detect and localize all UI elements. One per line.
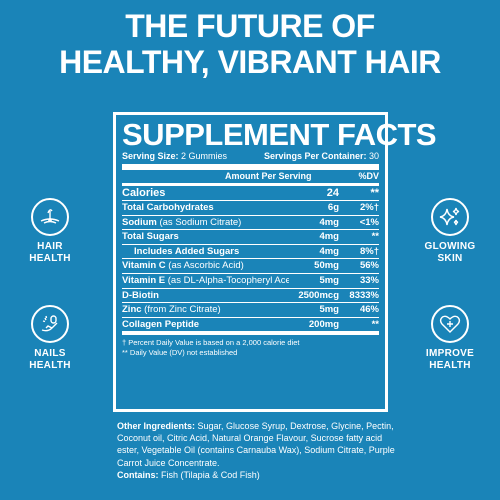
sparkles-icon bbox=[431, 198, 469, 236]
nutrient-label: Total Carbohydrates bbox=[122, 202, 214, 213]
nutrient-label: Vitamin C bbox=[122, 260, 166, 272]
nutrient-label: Collagen Peptide bbox=[122, 318, 200, 330]
nutrient-label: Calories bbox=[122, 187, 166, 199]
facts-row: D-Biotin 2500mcg 8333% bbox=[122, 289, 379, 304]
facts-rows: Calories 24 ** Total Carbohydrates 6g 2%† Sodi… bbox=[122, 186, 379, 336]
nutrient-amount: 5mg bbox=[319, 274, 339, 286]
nutrient-amount: 50mg bbox=[314, 260, 339, 272]
headline-line-2: HEALTHY, VIBRANT HAIR bbox=[59, 44, 441, 80]
headline: THE FUTURE OF HEALTHY, VIBRANT HAIR bbox=[0, 8, 500, 80]
ingredients-block: Other Ingredients: Sugar, Glucose Syrup,… bbox=[117, 420, 397, 481]
contains-label: Contains: bbox=[117, 469, 159, 480]
badge-label-line-1: IMPROVE bbox=[425, 348, 475, 359]
nutrient-amount: 200mg bbox=[308, 318, 339, 330]
facts-row: Total Carbohydrates 6g 2%† bbox=[122, 201, 379, 216]
nutrient-dv: 33% bbox=[359, 274, 379, 286]
facts-row: Calories 24 ** bbox=[122, 186, 379, 201]
other-ingredients-label: Other Ingredients: bbox=[117, 421, 196, 431]
badge-label-line-1: GLOWING bbox=[424, 241, 476, 252]
nutrient-source: (as Ascorbic Acid) bbox=[168, 260, 244, 272]
nutrient-dv: ** bbox=[370, 187, 379, 199]
footnote-2: ** Daily Value (DV) not established bbox=[122, 347, 238, 357]
nutrient-name: Collagen Peptide bbox=[122, 318, 289, 332]
nutrient-dv: 8%† bbox=[359, 245, 379, 257]
facts-row: Collagen Peptide 200mg ** bbox=[122, 318, 379, 336]
nutrient-name: Total Carbohydrates bbox=[122, 201, 289, 215]
nutrient-source: (as DL-Alpha-Tocopheryl Acetate) bbox=[167, 274, 289, 286]
nutrient-name: Total Sugars bbox=[122, 230, 289, 244]
nutrient-amount: 4mg bbox=[319, 245, 339, 257]
facts-row: Vitamin E (as DL-Alpha-Tocopheryl Acetat… bbox=[122, 274, 379, 289]
badge-label-line-2: HEALTH bbox=[29, 360, 71, 371]
nutrient-dv: 8333% bbox=[349, 289, 379, 301]
nail-hand-icon bbox=[31, 305, 69, 343]
nutrient-name: Calories bbox=[122, 186, 289, 200]
facts-row: Vitamin C (as Ascorbic Acid) 50mg 56% bbox=[122, 259, 379, 274]
nutrient-name: D-Biotin bbox=[122, 289, 289, 303]
heart-plus-icon bbox=[431, 305, 469, 343]
nutrient-name: Vitamin E (as DL-Alpha-Tocopheryl Acetat… bbox=[122, 274, 289, 288]
footnote-1: † Percent Daily Value is based on a 2,00… bbox=[122, 338, 300, 348]
nutrient-amount: 4mg bbox=[319, 216, 339, 228]
nutrient-amount: 6g bbox=[327, 202, 339, 213]
nutrient-dv: ** bbox=[371, 231, 379, 243]
nutrient-dv: 46% bbox=[359, 304, 379, 316]
badge-glowing-skin: GLOWING SKIN bbox=[400, 198, 500, 265]
nutrient-source: (as Sodium Citrate) bbox=[159, 216, 242, 228]
badge-label-line-2: SKIN bbox=[437, 253, 463, 264]
badge-nails-health: NAILS HEALTH bbox=[0, 305, 100, 372]
nutrient-name: Vitamin C (as Ascorbic Acid) bbox=[122, 259, 289, 273]
nutrient-name: Zinc (from Zinc Citrate) bbox=[122, 303, 289, 317]
nutrient-label: Total Sugars bbox=[122, 231, 179, 243]
facts-header: Amount Per Serving %DV bbox=[122, 170, 379, 186]
nutrient-dv: ** bbox=[371, 318, 379, 330]
contains-text: Fish (Tilapia & Cod Fish) bbox=[161, 469, 260, 480]
nutrient-label: Zinc bbox=[122, 304, 142, 316]
headline-line-1: THE FUTURE OF bbox=[125, 8, 375, 44]
badge-label-line-1: NAILS bbox=[34, 348, 66, 359]
servings-per-container-label: Servings Per Container: bbox=[263, 151, 367, 161]
facts-title: SUPPLEMENT FACTS bbox=[122, 117, 437, 152]
servings-per-container-value: 30 bbox=[368, 151, 379, 161]
serving-size-label: Serving Size: bbox=[122, 151, 179, 161]
facts-row: Sodium (as Sodium Citrate) 4mg <1% bbox=[122, 216, 379, 231]
dv-header: %DV bbox=[358, 171, 379, 181]
nutrient-dv: 2%† bbox=[359, 202, 379, 213]
other-ingredients-text: Sugar, Glucose Syrup, Dextrose, Glycine,… bbox=[117, 421, 395, 468]
nutrient-amount: 24 bbox=[326, 187, 339, 199]
badge-label-line-1: HAIR bbox=[37, 241, 63, 252]
other-ingredients: Other Ingredients: Sugar, Glucose Syrup,… bbox=[117, 420, 397, 469]
contains: Contains: Fish (Tilapia & Cod Fish) bbox=[117, 469, 397, 481]
nutrient-name: Sodium (as Sodium Citrate) bbox=[122, 216, 289, 230]
facts-row: Total Sugars 4mg ** bbox=[122, 230, 379, 245]
facts-row: Includes Added Sugars 4mg 8%† bbox=[122, 245, 379, 260]
nutrient-amount: 4mg bbox=[319, 231, 339, 243]
badge-improve-health: IMPROVE HEALTH bbox=[400, 305, 500, 372]
nutrient-dv: <1% bbox=[359, 216, 379, 228]
nutrient-amount: 5mg bbox=[319, 304, 339, 316]
nutrient-source: (from Zinc Citrate) bbox=[144, 304, 221, 316]
nutrient-amount: 2500mcg bbox=[298, 289, 339, 301]
badge-hair-health: HAIR HEALTH bbox=[0, 198, 100, 265]
badge-label-line-2: HEALTH bbox=[29, 253, 71, 264]
footnotes: † Percent Daily Value is based on a 2,00… bbox=[122, 338, 379, 357]
serving-info: Serving Size: 2 Gummies Servings Per Con… bbox=[122, 151, 379, 170]
facts-row: Zinc (from Zinc Citrate) 5mg 46% bbox=[122, 303, 379, 318]
nutrient-dv: 56% bbox=[359, 260, 379, 272]
nutrient-label: Sodium bbox=[122, 216, 157, 228]
nutrient-label: D-Biotin bbox=[122, 289, 159, 301]
badge-label-line-2: HEALTH bbox=[429, 360, 471, 371]
nutrient-label: Includes Added Sugars bbox=[134, 245, 240, 257]
hair-follicle-icon bbox=[31, 198, 69, 236]
nutrient-name: Includes Added Sugars bbox=[122, 245, 289, 259]
serving-size-value: 2 Gummies bbox=[181, 151, 228, 161]
amount-per-serving-header: Amount Per Serving bbox=[225, 171, 312, 181]
supplement-facts-panel: SUPPLEMENT FACTS Serving Size: 2 Gummies… bbox=[113, 112, 437, 412]
nutrient-label: Vitamin E bbox=[122, 274, 166, 286]
